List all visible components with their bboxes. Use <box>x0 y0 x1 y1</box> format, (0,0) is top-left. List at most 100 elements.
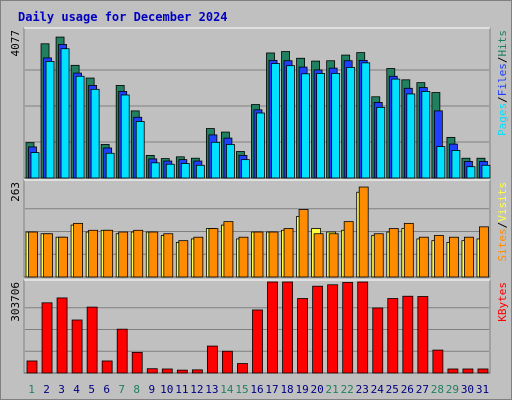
x-label-day-20: 20 <box>311 383 324 396</box>
legend-entry: Hits <box>496 30 509 57</box>
bar-sites-day-21 <box>328 233 339 278</box>
bar-kbytes-day-25 <box>387 298 399 374</box>
bar-sites-day-17 <box>268 231 279 278</box>
bar-sites-day-12 <box>193 236 204 278</box>
bar-kbytes-day-23 <box>357 281 369 374</box>
panel-kbytes: 303706 KBytes <box>9 279 509 374</box>
bar-kbytes-day-8 <box>131 351 143 374</box>
bar-pages-day-18 <box>286 65 295 179</box>
x-label-day-31: 31 <box>476 383 489 396</box>
legend-entry: Visits <box>496 182 509 222</box>
bar-pages-day-30 <box>466 166 476 179</box>
bar-kbytes-day-28 <box>432 349 444 374</box>
x-label-day-18: 18 <box>280 383 293 396</box>
bar-pages-day-20 <box>316 73 326 179</box>
x-label-day-17: 17 <box>265 383 278 396</box>
x-label-day-21: 21 <box>326 383 339 396</box>
bar-kbytes-day-7 <box>116 328 128 374</box>
x-label-day-27: 27 <box>416 383 429 396</box>
x-label-day-1: 1 <box>28 383 35 396</box>
legend-entry: / <box>496 96 509 103</box>
bar-sites-day-5 <box>88 229 99 278</box>
bar-sites-day-4 <box>73 222 83 278</box>
bar-kbytes-day-13 <box>206 345 218 374</box>
x-label-day-26: 26 <box>401 383 414 396</box>
bar-pages-day-24 <box>376 106 386 179</box>
bar-kbytes-day-30 <box>462 368 474 374</box>
bar-kbytes-day-14 <box>222 350 233 374</box>
bar-pages-day-11 <box>180 163 190 179</box>
legend-entry: / <box>496 57 509 64</box>
bar-kbytes-day-19 <box>297 298 308 374</box>
bar-pages-day-13 <box>210 141 220 179</box>
bar-kbytes-day-31 <box>477 368 489 374</box>
bar-sites-day-22 <box>343 221 354 278</box>
x-label-day-13: 13 <box>205 383 218 396</box>
bar-sites-day-14 <box>223 221 234 278</box>
bar-pages-day-8 <box>135 121 145 179</box>
x-label-day-10: 10 <box>160 383 173 396</box>
x-label-day-11: 11 <box>175 383 188 396</box>
bar-sites-day-7 <box>118 231 129 278</box>
bar-kbytes-day-15 <box>237 363 248 374</box>
bar-kbytes-day-12 <box>191 369 203 374</box>
legend-hits-files-pages: Pages/Files/Hits <box>496 30 509 136</box>
bar-sites-day-18 <box>283 228 294 278</box>
bar-kbytes-day-4 <box>71 319 83 374</box>
bar-pages-day-15 <box>241 159 250 179</box>
bar-pages-day-29 <box>451 150 461 179</box>
bar-pages-day-5 <box>90 88 100 179</box>
x-label-day-29: 29 <box>446 383 459 396</box>
bar-sites-day-10 <box>163 233 174 278</box>
bar-sites-day-6 <box>103 229 114 278</box>
bar-sites-day-9 <box>148 231 159 278</box>
bar-pages-day-25 <box>391 78 401 179</box>
bar-pages-day-7 <box>120 94 130 179</box>
bar-sites-day-31 <box>479 226 489 278</box>
bar-sites-day-16 <box>253 231 264 278</box>
bar-sites-day-8 <box>133 229 144 278</box>
x-label-day-30: 30 <box>461 383 474 396</box>
chart-title: Daily usage for December 2024 <box>18 10 228 24</box>
bar-sites-day-13 <box>208 228 219 278</box>
bar-kbytes-day-6 <box>101 360 113 374</box>
bar-pages-day-28 <box>436 146 446 179</box>
bar-pages-day-27 <box>421 91 431 179</box>
axis-max-label: 303706 <box>9 282 22 322</box>
x-label-day-3: 3 <box>58 383 65 396</box>
x-label-day-22: 22 <box>341 383 354 396</box>
bar-sites-day-28 <box>433 235 444 278</box>
bar-pages-day-23 <box>361 62 371 179</box>
x-label-day-8: 8 <box>133 383 140 396</box>
bar-sites-day-27 <box>418 236 429 278</box>
bar-sites-day-29 <box>449 236 459 278</box>
bar-sites-day-15 <box>238 236 249 278</box>
bar-kbytes-day-24 <box>372 307 384 374</box>
bar-pages-day-17 <box>271 63 280 179</box>
bar-kbytes-day-21 <box>327 284 339 374</box>
bar-kbytes-day-26 <box>402 295 414 374</box>
x-label-day-19: 19 <box>295 383 308 396</box>
bar-pages-day-2 <box>45 61 55 179</box>
bar-kbytes-day-20 <box>312 285 324 374</box>
x-label-day-9: 9 <box>148 383 155 396</box>
x-label-day-4: 4 <box>73 383 80 396</box>
x-label-day-7: 7 <box>118 383 125 396</box>
legend-entry: Pages <box>496 103 509 136</box>
x-label-day-2: 2 <box>43 383 50 396</box>
x-label-day-5: 5 <box>88 383 95 396</box>
bar-sites-day-11 <box>178 240 189 278</box>
x-label-day-15: 15 <box>235 383 248 396</box>
bar-pages-day-22 <box>346 67 356 179</box>
bar-kbytes-day-18 <box>282 281 293 374</box>
bar-kbytes-day-22 <box>342 282 354 374</box>
bar-pages-day-26 <box>406 93 416 179</box>
x-label-day-14: 14 <box>220 383 234 396</box>
legend-entry: Sites <box>496 228 509 261</box>
bar-kbytes-day-27 <box>417 296 429 374</box>
bar-pages-day-4 <box>75 75 85 179</box>
bar-pages-day-1 <box>30 152 40 179</box>
